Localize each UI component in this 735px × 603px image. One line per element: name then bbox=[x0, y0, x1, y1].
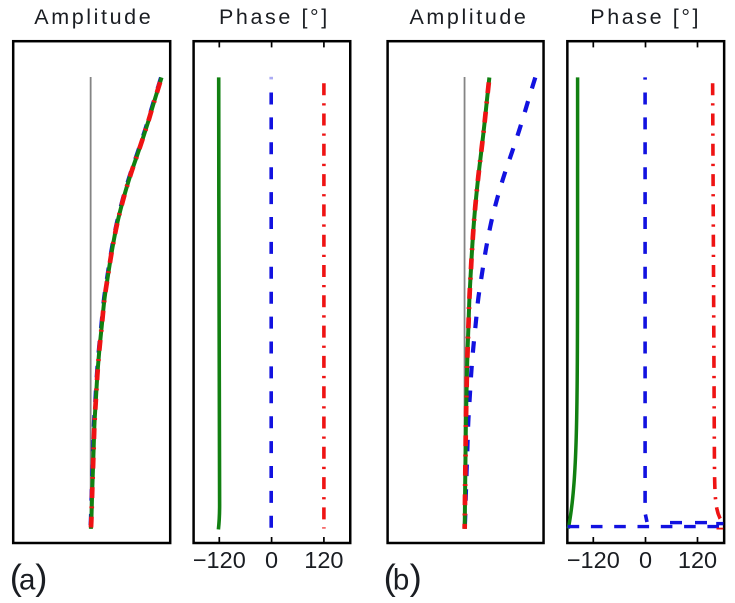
svg-text:Phase [°]: Phase [°] bbox=[590, 5, 701, 29]
svg-text:120: 120 bbox=[304, 547, 343, 573]
svg-text:b: b bbox=[393, 564, 409, 597]
svg-text:Amplitude: Amplitude bbox=[34, 5, 153, 29]
svg-text:0: 0 bbox=[639, 547, 652, 573]
svg-text:Phase [°]: Phase [°] bbox=[219, 5, 330, 29]
svg-text:): ) bbox=[35, 557, 47, 598]
svg-text:(: ( bbox=[384, 557, 396, 598]
svg-text:−120: −120 bbox=[193, 547, 246, 573]
svg-text:0: 0 bbox=[265, 547, 278, 573]
svg-text:a: a bbox=[19, 564, 36, 597]
svg-text:120: 120 bbox=[678, 547, 717, 573]
svg-text:−120: −120 bbox=[567, 547, 620, 573]
svg-text:(: ( bbox=[10, 557, 22, 598]
svg-text:): ) bbox=[410, 557, 422, 598]
svg-text:Amplitude: Amplitude bbox=[409, 5, 528, 29]
